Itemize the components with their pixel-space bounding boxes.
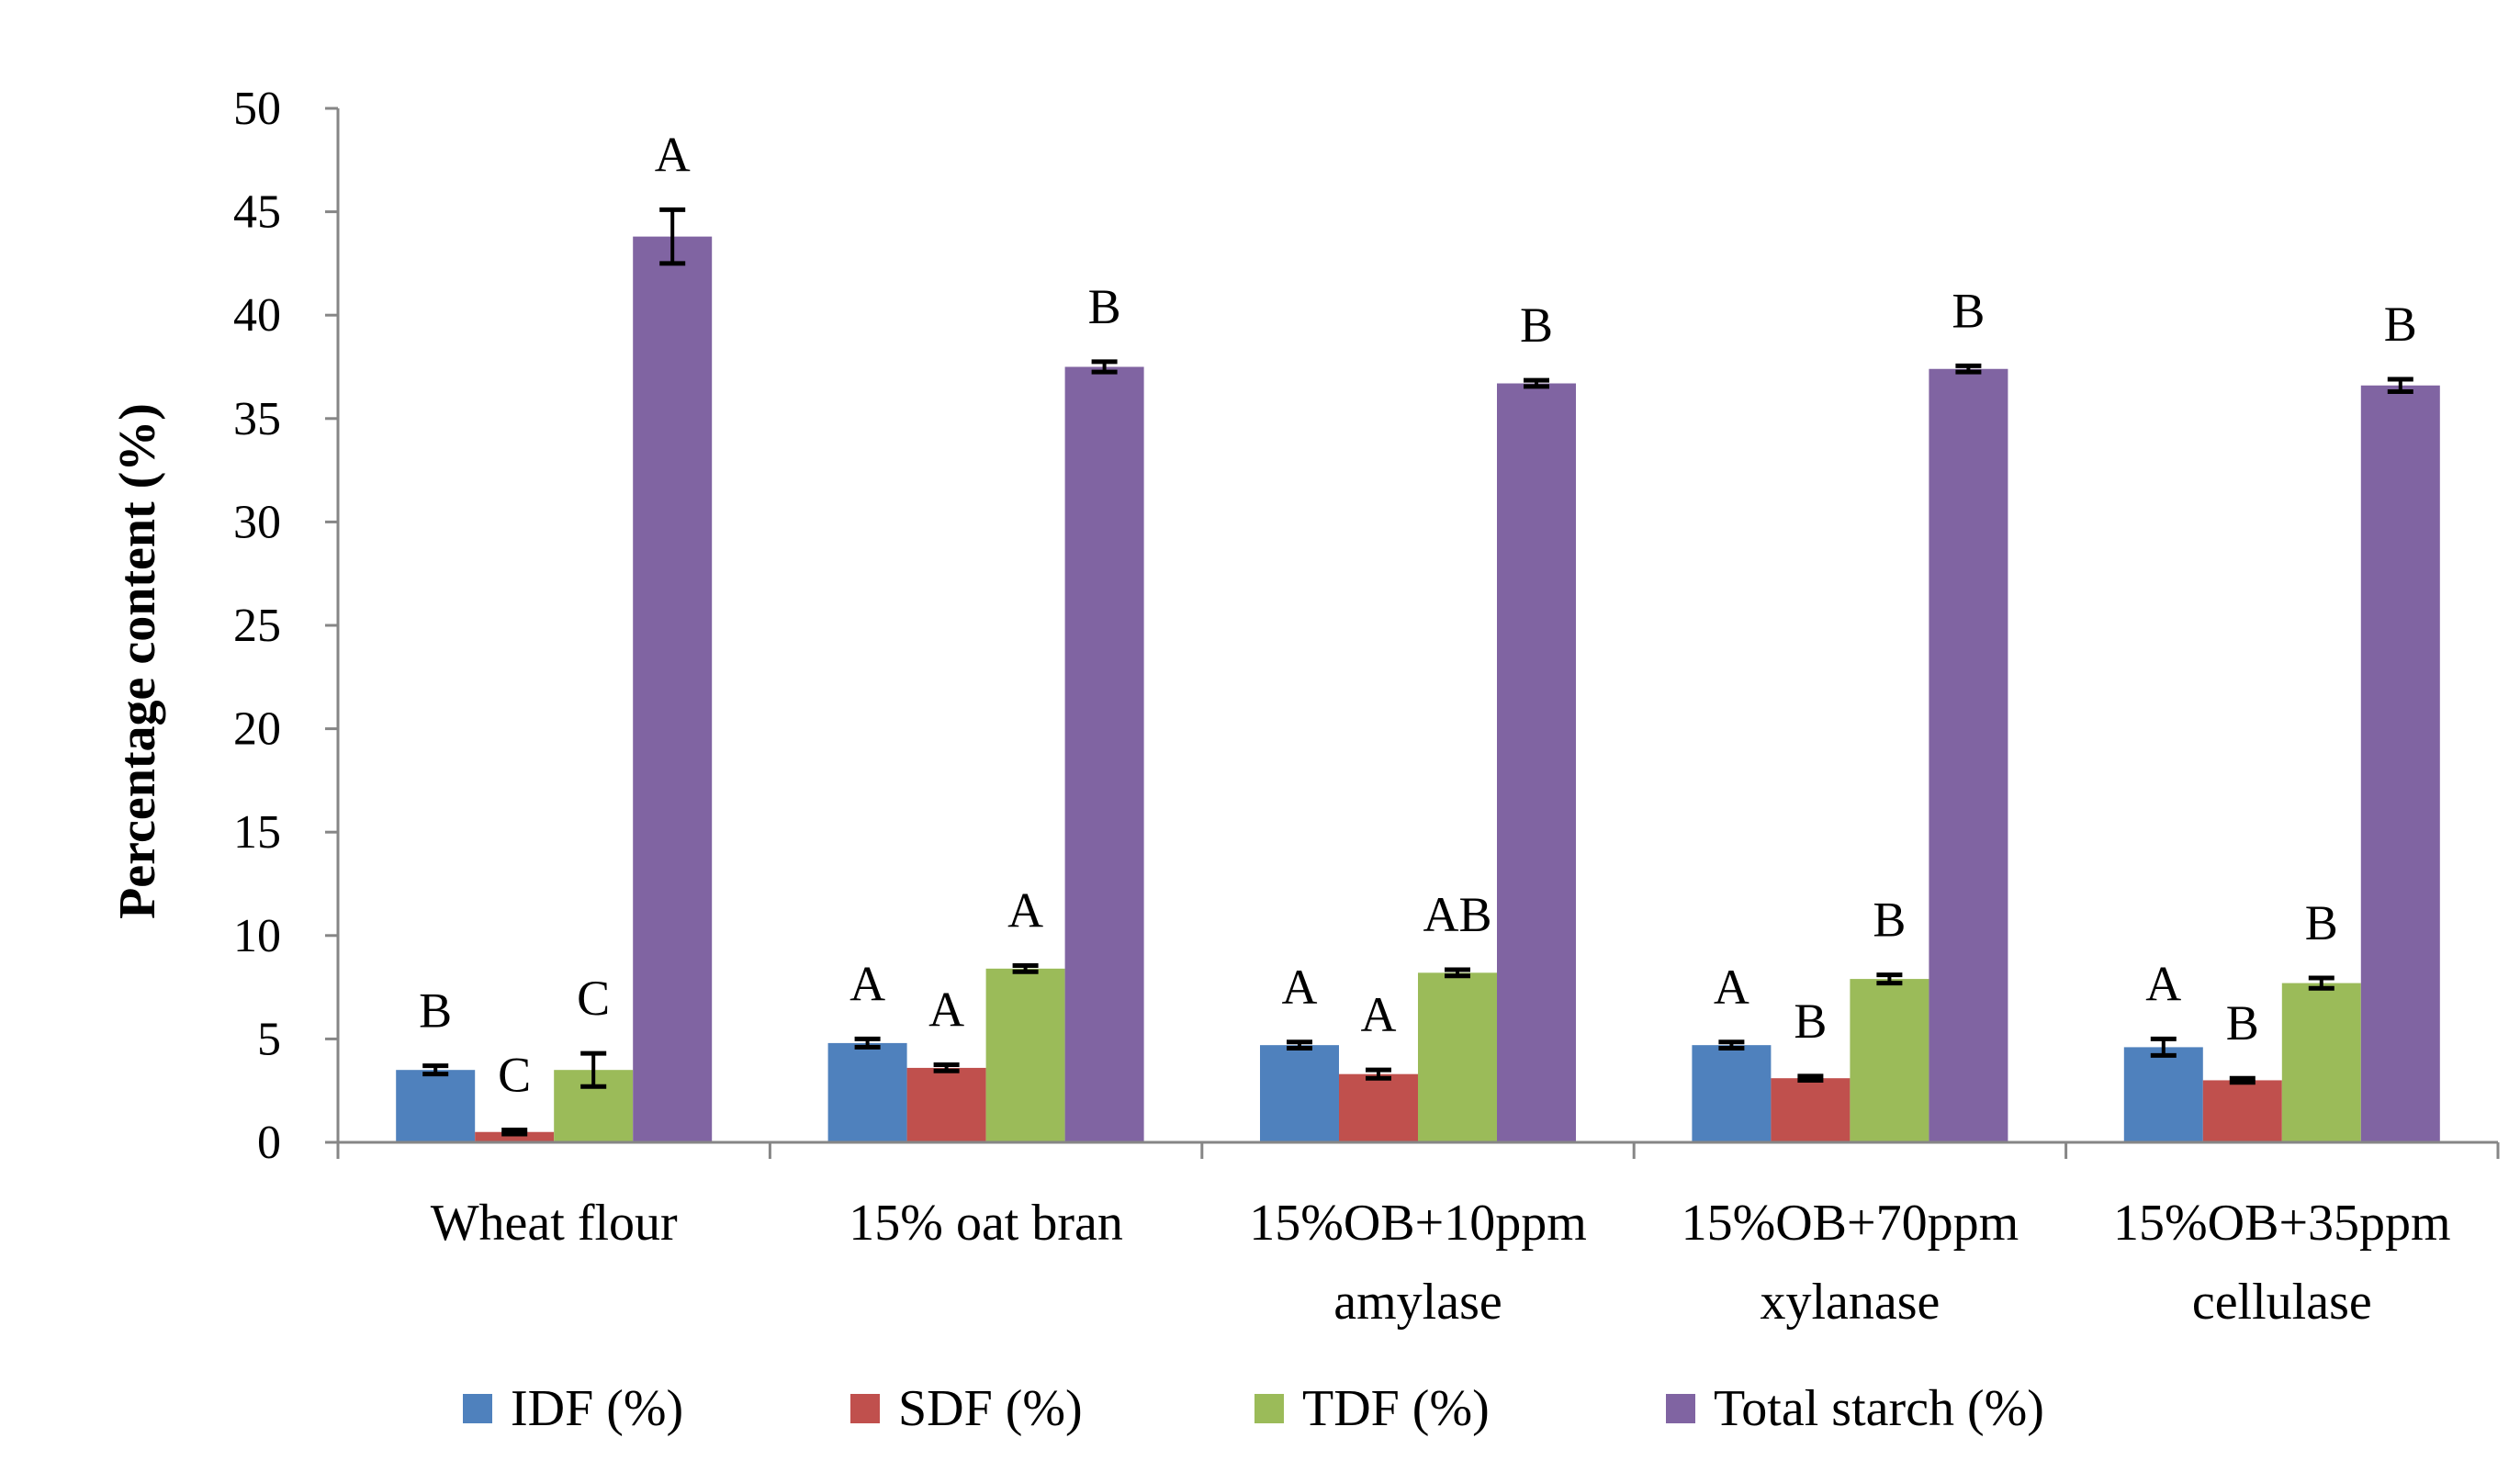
x-category-label: 15%OB+10ppm xyxy=(1249,1195,1587,1252)
bar xyxy=(827,1042,907,1142)
x-category-label: xylanase xyxy=(1760,1274,1940,1331)
significance-letter: B xyxy=(2305,895,2338,950)
significance-letter: B xyxy=(2226,995,2259,1050)
x-category-label: 15% oat bran xyxy=(849,1195,1123,1252)
significance-letter: B xyxy=(1873,893,1906,948)
significance-letter: A xyxy=(2145,956,2181,1011)
significance-letter: B xyxy=(1952,283,1985,338)
significance-letter: B xyxy=(1088,279,1121,334)
legend-label: SDF (%) xyxy=(898,1380,1083,1437)
significance-letter: A xyxy=(1282,960,1318,1015)
legend-swatch xyxy=(1254,1394,1284,1423)
significance-letter: B xyxy=(1520,298,1553,353)
bar xyxy=(2360,385,2440,1142)
legend-label: TDF (%) xyxy=(1302,1380,1490,1437)
bar xyxy=(1497,383,1576,1142)
significance-letter: B xyxy=(1794,994,1827,1049)
significance-letter: B xyxy=(419,983,452,1039)
bar xyxy=(475,1131,555,1142)
x-category-label: cellulase xyxy=(2192,1274,2372,1331)
y-tick-label: 10 xyxy=(233,910,281,962)
y-tick-label: 50 xyxy=(233,83,281,135)
bar xyxy=(985,968,1065,1142)
significance-letter: B xyxy=(2384,297,2417,352)
y-tick-label: 35 xyxy=(233,393,281,445)
significance-letter: AB xyxy=(1423,887,1491,942)
x-category-label: 15%OB+35ppm xyxy=(2113,1195,2451,1252)
significance-letter: A xyxy=(1007,882,1043,938)
axes-layer xyxy=(336,108,2500,1159)
y-axis-ticks: 0 5 10 15 20 25 30 35 40 45 50 xyxy=(233,83,338,1169)
bar xyxy=(2281,983,2361,1142)
bar xyxy=(1929,368,2008,1142)
x-category-label: amylase xyxy=(1333,1274,1502,1331)
bar xyxy=(633,236,713,1142)
significance-letter: C xyxy=(498,1047,531,1102)
y-tick-label: 15 xyxy=(233,806,281,859)
bars-layer xyxy=(396,236,2440,1142)
significance-letters-layer: B A A A ACA A B BCA AB B BAB B B B xyxy=(419,127,2417,1102)
bar xyxy=(1692,1045,1772,1142)
legend-swatch xyxy=(850,1394,880,1423)
significance-letter: A xyxy=(1714,960,1749,1015)
bar xyxy=(396,1070,476,1142)
legend-swatch xyxy=(1666,1394,1695,1423)
significance-letter: A xyxy=(655,127,691,182)
bar xyxy=(2123,1047,2203,1142)
y-tick-label: 0 xyxy=(257,1117,281,1169)
y-tick-label: 40 xyxy=(233,289,281,342)
significance-letter: A xyxy=(1361,987,1397,1042)
bar xyxy=(1418,972,1497,1142)
y-tick-label: 5 xyxy=(257,1013,281,1065)
bar xyxy=(1771,1078,1851,1142)
bar xyxy=(1260,1045,1339,1142)
bar xyxy=(1850,979,1929,1142)
y-tick-label: 30 xyxy=(233,496,281,548)
significance-letter: A xyxy=(928,983,964,1038)
x-category-label: 15%OB+70ppm xyxy=(1682,1195,2019,1252)
legend: IDF (%) SDF (%) TDF (%) Total starch (%) xyxy=(463,1380,2044,1437)
error-bars-layer xyxy=(422,207,2413,1137)
y-tick-label: 20 xyxy=(233,703,281,756)
significance-letter: C xyxy=(577,971,610,1026)
significance-letter: A xyxy=(849,956,885,1011)
bar xyxy=(1339,1073,1418,1142)
legend-label: Total starch (%) xyxy=(1714,1380,2044,1437)
legend-swatch xyxy=(463,1394,492,1423)
y-tick-label: 25 xyxy=(233,600,281,652)
y-tick-label: 45 xyxy=(233,186,281,239)
y-axis-label: Percentage content (%) xyxy=(109,403,166,919)
category-labels-layer: Wheat flour 15% oat bran 15%OB+10ppm amylas… xyxy=(431,1195,2451,1331)
bar xyxy=(2202,1080,2282,1142)
legend-label: IDF (%) xyxy=(511,1380,683,1437)
x-category-label: Wheat flour xyxy=(431,1195,678,1252)
bar xyxy=(1064,366,1144,1142)
bar xyxy=(906,1067,986,1142)
